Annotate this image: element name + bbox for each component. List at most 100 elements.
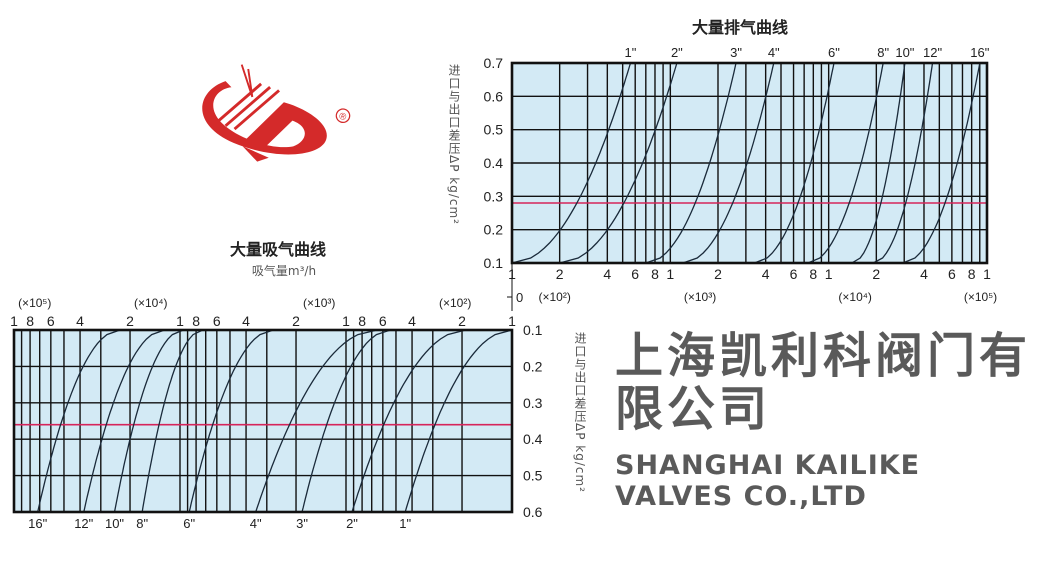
intake-y-tick-label: 0.3 xyxy=(523,395,543,411)
exhaust-x-tick-label: 8 xyxy=(968,266,976,282)
exhaust-size-label: 8" xyxy=(877,45,889,60)
exhaust-y-tick-label: 0.1 xyxy=(484,255,504,271)
exhaust-y-tick-label: 0.3 xyxy=(484,188,504,204)
intake-x-tick-label: 4 xyxy=(242,313,250,329)
intake-x-tick-label: 2 xyxy=(292,313,300,329)
intake-curve-5 xyxy=(188,329,274,513)
exhaust-chart-y-axis-label: 进口与出口差压ΔP kg/cm² xyxy=(447,64,461,225)
intake-chart-title: 大量吸气曲线 xyxy=(229,240,327,259)
intake-x-tick-label: 4 xyxy=(76,313,84,329)
exhaust-plot-frame xyxy=(510,61,989,265)
intake-plot-area xyxy=(14,330,512,512)
exhaust-x-tick-label: 8 xyxy=(809,266,817,282)
intake-size-label: 16" xyxy=(28,516,47,531)
exhaust-x-multiplier-label: (×10⁴) xyxy=(838,290,872,304)
intake-chart-subtitle: 吸气量m³/h xyxy=(251,264,317,278)
company-name-chinese: 上海凯利科阀门有限公司 xyxy=(615,328,1032,437)
intake-size-label: 4" xyxy=(250,516,262,531)
exhaust-x-multiplier-label: (×10⁵) xyxy=(964,290,997,304)
intake-x-tick-label: 6 xyxy=(47,313,55,329)
exhaust-curve-1 xyxy=(511,62,632,264)
intake-curve-9 xyxy=(404,329,513,513)
intake-curve-1 xyxy=(37,329,121,513)
intake-size-label: 6" xyxy=(183,516,195,531)
intake-curve-4 xyxy=(141,329,203,513)
exhaust-x-tick-label: 2 xyxy=(872,266,880,282)
exhaust-y-tick-label: 0.2 xyxy=(484,222,504,238)
exhaust-curve-6 xyxy=(807,62,884,264)
intake-x-tick-label: 2 xyxy=(126,313,134,329)
exhaust-x-tick-label: 6 xyxy=(790,266,798,282)
registered-mark: ® xyxy=(337,111,347,124)
exhaust-y-tick-label: 0.6 xyxy=(484,88,504,104)
exhaust-size-label: 10" xyxy=(895,45,914,60)
exhaust-x-tick-label: 2 xyxy=(714,266,722,282)
exhaust-curve-7 xyxy=(851,62,906,264)
intake-curve-2 xyxy=(83,329,165,513)
intake-x-tick-label: 1 xyxy=(508,313,516,329)
intake-curve-6 xyxy=(255,329,378,513)
exhaust-curve-9 xyxy=(902,62,981,264)
exhaust-x-tick-label: 1 xyxy=(825,266,833,282)
exhaust-size-label: 1" xyxy=(625,45,637,60)
exhaust-size-label: 12" xyxy=(923,45,942,60)
intake-x-multiplier-label: (×10³) xyxy=(303,296,335,310)
intake-size-label: 12" xyxy=(74,516,93,531)
intake-y-tick-label: 0.4 xyxy=(523,431,543,447)
exhaust-x-tick-label: 6 xyxy=(948,266,956,282)
exhaust-size-label: 16" xyxy=(970,45,989,60)
company-name-english: SHANGHAI KAILIKE VALVES CO.,LTD xyxy=(615,450,921,513)
exhaust-y-tick-label: 0.4 xyxy=(484,155,504,171)
intake-chart-y-axis-label: 进口与出口差压ΔP kg/cm² xyxy=(573,332,587,493)
intake-size-label: 3" xyxy=(296,516,308,531)
intake-x-tick-label: 6 xyxy=(213,313,221,329)
exhaust-size-label: 3" xyxy=(730,45,742,60)
exhaust-x-multiplier-label: (×10³) xyxy=(684,290,716,304)
intake-x-tick-label: 1 xyxy=(342,313,350,329)
intake-x-tick-label: 8 xyxy=(26,313,34,329)
intake-y-tick-label: 0.6 xyxy=(523,504,543,520)
intake-y-tick-label: 0.5 xyxy=(523,468,543,484)
exhaust-size-label: 4" xyxy=(768,45,780,60)
exhaust-origin-label: 0 xyxy=(516,290,523,305)
exhaust-x-multiplier-label: (×10²) xyxy=(539,290,571,304)
intake-x-multiplier-label: (×10²) xyxy=(439,296,471,310)
intake-curve-8 xyxy=(351,329,466,513)
exhaust-curve-3 xyxy=(645,62,737,264)
intake-x-tick-label: 8 xyxy=(192,313,200,329)
exhaust-curve-4 xyxy=(682,62,775,264)
exhaust-size-label: 6" xyxy=(828,45,840,60)
exhaust-x-tick-label: 1 xyxy=(666,266,674,282)
exhaust-size-label: 2" xyxy=(671,45,683,60)
exhaust-curve-2 xyxy=(559,62,678,264)
intake-plot-frame xyxy=(12,328,514,514)
intake-curve-3 xyxy=(113,329,184,513)
intake-y-tick-label: 0.2 xyxy=(523,358,543,374)
exhaust-x-tick-label: 4 xyxy=(920,266,928,282)
intake-y-tick-label: 0.1 xyxy=(523,322,543,338)
exhaust-chart-title: 大量排气曲线 xyxy=(691,18,789,37)
exhaust-x-tick-label: 2 xyxy=(556,266,564,282)
exhaust-curve-8 xyxy=(872,62,934,264)
intake-curve-7 xyxy=(301,329,391,513)
intake-size-label: 1" xyxy=(399,516,411,531)
exhaust-x-tick-label: 6 xyxy=(631,266,639,282)
intake-x-tick-label: 8 xyxy=(358,313,366,329)
exhaust-y-tick-label: 0.7 xyxy=(484,55,504,71)
intake-x-tick-label: 6 xyxy=(379,313,387,329)
intake-x-multiplier-label: (×10⁵) xyxy=(18,296,51,310)
intake-x-tick-label: 1 xyxy=(10,313,18,329)
exhaust-y-tick-label: 0.5 xyxy=(484,122,504,138)
company-logo: ® xyxy=(202,64,351,162)
exhaust-x-tick-label: 4 xyxy=(762,266,770,282)
intake-x-tick-label: 1 xyxy=(176,313,184,329)
exhaust-x-tick-label: 4 xyxy=(603,266,611,282)
intake-x-tick-label: 4 xyxy=(408,313,416,329)
intake-size-label: 2" xyxy=(346,516,358,531)
exhaust-x-tick-label: 8 xyxy=(651,266,659,282)
intake-size-label: 8" xyxy=(136,516,148,531)
exhaust-x-tick-label: 1 xyxy=(983,266,991,282)
intake-x-multiplier-label: (×10⁴) xyxy=(134,296,168,310)
intake-x-tick-label: 2 xyxy=(458,313,466,329)
